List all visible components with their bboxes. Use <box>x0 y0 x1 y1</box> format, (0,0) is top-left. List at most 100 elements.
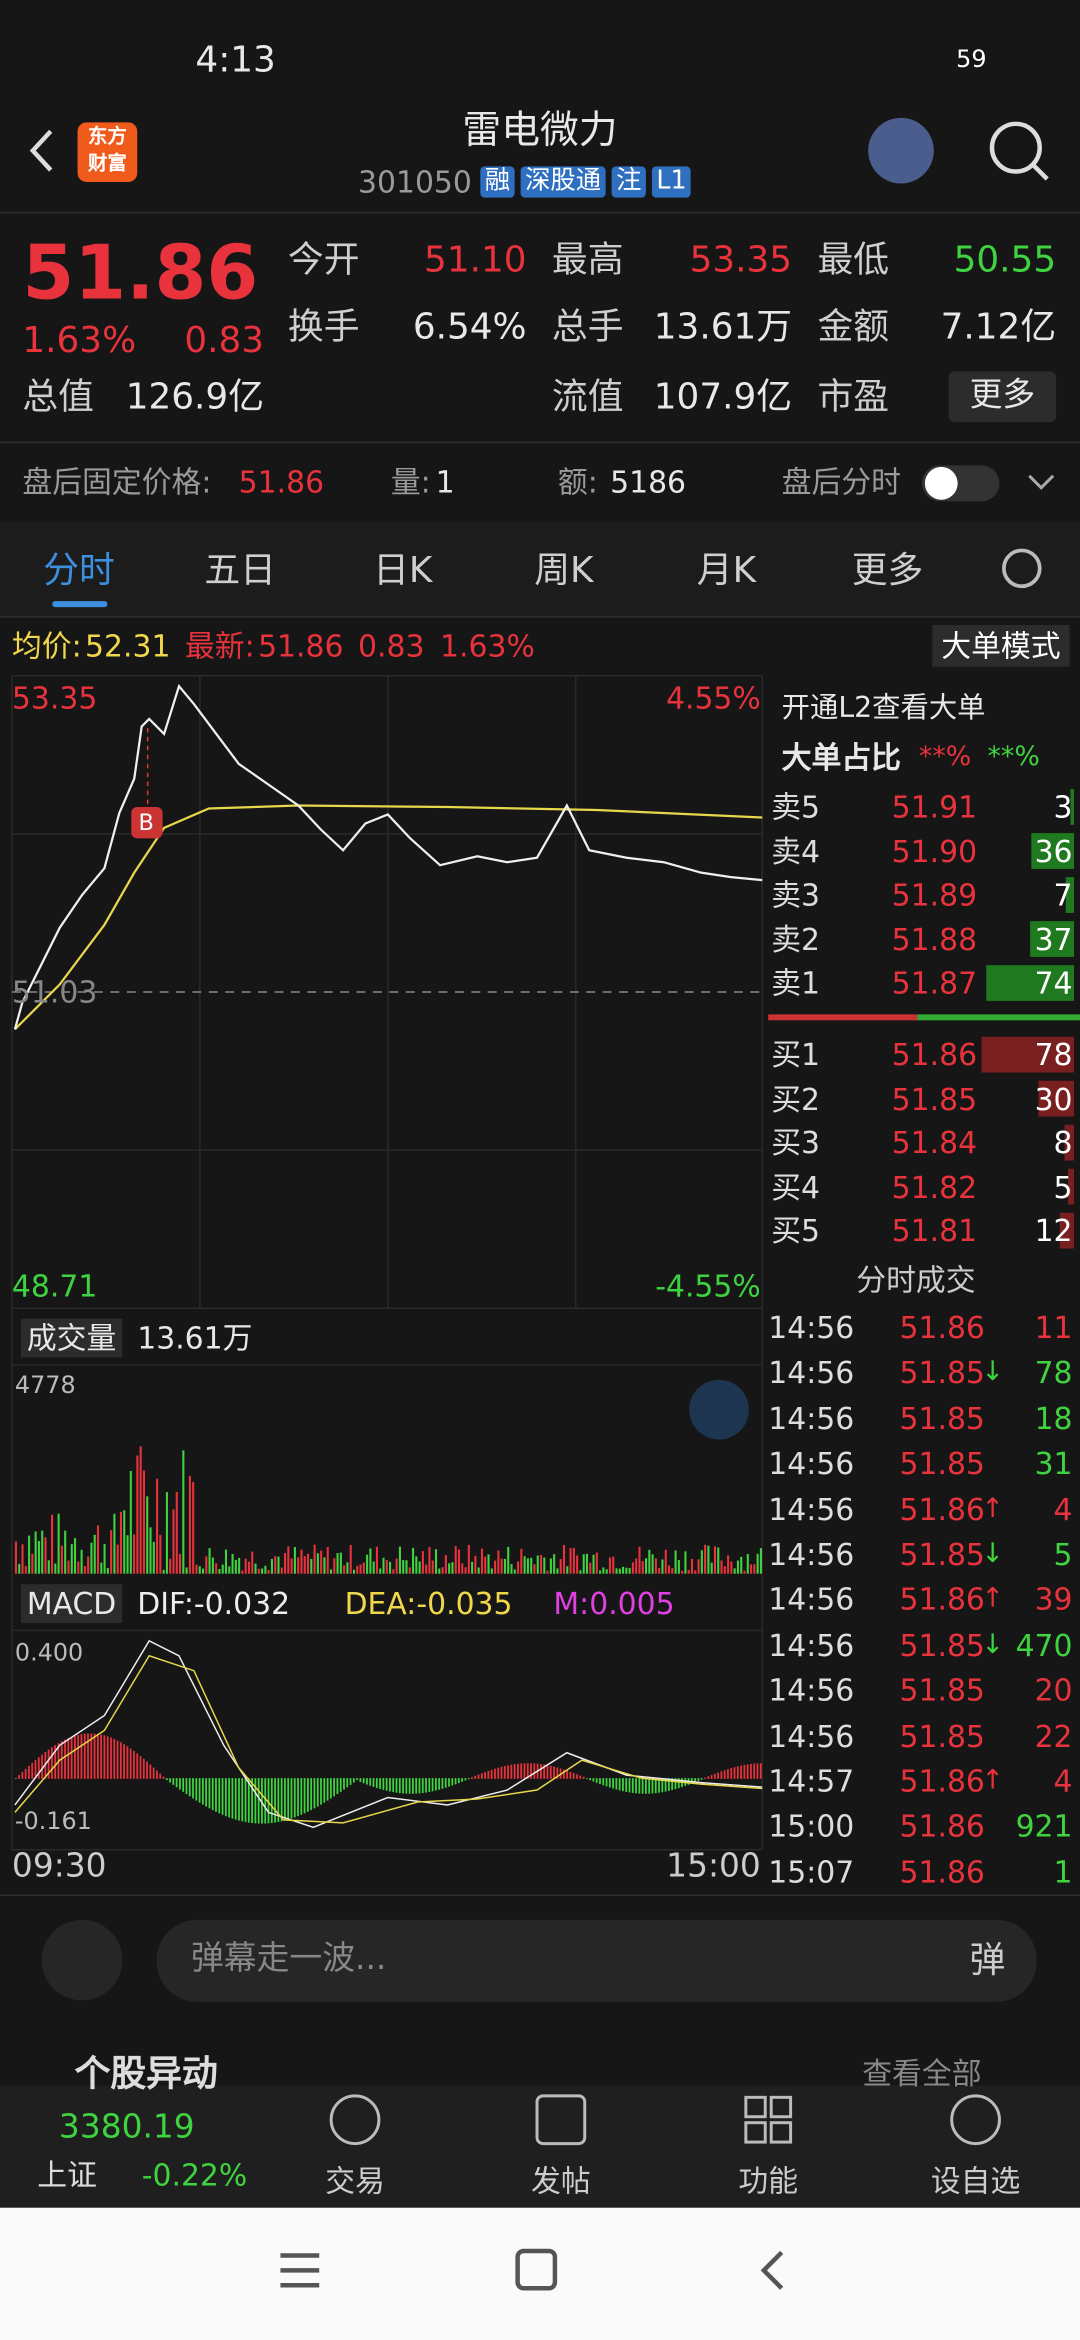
toggle[interactable] <box>924 466 958 500</box>
macd-bar-decor <box>507 1765 509 1779</box>
macd-bar-decor <box>664 1778 667 1792</box>
nav-item[interactable]: 发帖 <box>531 2162 591 2199</box>
volume-bar-decor <box>234 1559 237 1574</box>
book-price: 51.86 <box>891 1036 978 1073</box>
index-value[interactable]: 3380.19 <box>58 2109 195 2147</box>
volume-bar-decor <box>385 1559 388 1574</box>
macd-bar-decor <box>628 1778 631 1793</box>
volume-bar-decor <box>602 1567 605 1574</box>
macd-bar-decor <box>277 1778 280 1823</box>
macd-bar-decor <box>425 1778 427 1793</box>
macd-bar-decor <box>454 1778 457 1785</box>
volume-bar-decor <box>395 1558 398 1574</box>
macd-bar-decor <box>323 1778 326 1803</box>
battery: 59 <box>956 44 987 74</box>
volume-bar-decor <box>690 1558 694 1574</box>
volume-bar-decor <box>530 1557 533 1574</box>
book-volume: 78 <box>1034 1036 1073 1073</box>
comment-input[interactable] <box>156 1919 1037 2002</box>
more-button[interactable]: 更多 <box>948 371 1057 423</box>
volume-bar-decor <box>303 1556 306 1574</box>
macd-bar-decor <box>179 1778 181 1790</box>
volume-total: 13.61万 <box>137 1320 253 1356</box>
volume-bar-decor <box>320 1550 323 1574</box>
tag: 深股通 <box>520 166 606 198</box>
macd-bar-decor <box>149 1764 152 1779</box>
volume-bar-decor <box>405 1560 408 1574</box>
depth-bar <box>986 965 1075 1001</box>
settings-icon[interactable] <box>1002 548 1042 589</box>
stat-label: 最高 <box>551 238 624 281</box>
macd-bar-decor <box>438 1778 441 1790</box>
depth-bar <box>1059 1212 1075 1249</box>
volume-bar-decor <box>730 1561 733 1574</box>
macd-bar-decor <box>477 1774 480 1779</box>
book-price: 51.89 <box>891 877 978 913</box>
volume-bar-decor <box>110 1530 113 1574</box>
nav-item[interactable]: 功能 <box>738 2162 799 2199</box>
nav-item[interactable]: 交易 <box>325 2162 385 2199</box>
danmaku-toggle[interactable] <box>41 1919 123 2001</box>
volume-bar-decor <box>205 1556 208 1574</box>
macd-bar-decor <box>674 1778 677 1790</box>
macd-bar-decor <box>494 1768 496 1779</box>
label[interactable]: 盘后分时 <box>781 463 901 500</box>
macd-bar-decor <box>395 1778 398 1793</box>
macd-label[interactable]: MACD <box>20 1584 123 1623</box>
expand-button[interactable] <box>689 1379 749 1440</box>
volume-bar-decor <box>83 1566 86 1574</box>
volume-bar-decor <box>425 1564 428 1574</box>
volume-bar-decor <box>733 1568 736 1574</box>
section-link[interactable]: 查看全部 <box>862 2055 982 2092</box>
stat-label: 流值 <box>551 375 624 418</box>
stat-label: 换手 <box>287 305 360 348</box>
macd-bar-decor <box>126 1746 129 1779</box>
back-icon[interactable] <box>29 129 53 172</box>
volume-bar-decor <box>599 1570 602 1574</box>
nav-item[interactable]: 设自选 <box>930 2162 1021 2199</box>
macd-bar-decor <box>234 1778 237 1820</box>
danmaku-button[interactable]: 弹 <box>969 1939 1006 1981</box>
volume-bar-decor <box>356 1565 359 1574</box>
tab[interactable]: 日K <box>373 548 433 591</box>
tab[interactable]: 分时 <box>43 548 115 591</box>
macd-bar-decor <box>369 1778 372 1786</box>
avatar[interactable] <box>868 117 934 184</box>
volume-label[interactable]: 成交量 <box>20 1318 123 1358</box>
volume-bar-decor <box>60 1545 63 1574</box>
volume-bar-decor <box>474 1555 477 1574</box>
search-icon[interactable] <box>989 121 1042 174</box>
volume-bar-decor <box>553 1554 556 1574</box>
book-label: 卖4 <box>771 833 821 869</box>
macd-bar-decor <box>553 1766 555 1779</box>
macd-bar-decor <box>83 1733 86 1779</box>
macd-bar-decor <box>428 1778 431 1792</box>
volume-bar-decor <box>677 1560 680 1574</box>
trade-price: 51.85 <box>899 1717 985 1754</box>
volume-bar-decor <box>612 1556 615 1574</box>
mode-button[interactable]: 大单模式 <box>932 625 1070 667</box>
l2-link[interactable]: 开通L2查看大单 <box>781 691 986 725</box>
macd-bar-decor <box>280 1778 283 1822</box>
macd-bar-decor <box>612 1778 614 1789</box>
volume-bar-decor <box>664 1549 667 1574</box>
volume-bar-decor <box>559 1559 562 1574</box>
macd-bar-decor <box>106 1736 109 1779</box>
macd-bar-decor <box>274 1778 276 1823</box>
tab[interactable]: 周K <box>534 548 594 591</box>
macd-bar-decor <box>576 1774 578 1779</box>
tab[interactable]: 五日 <box>204 548 276 591</box>
volume-bar-decor <box>759 1548 762 1574</box>
tab[interactable]: 月K <box>696 548 757 591</box>
comment-placeholder[interactable]: 弹幕走一波... <box>190 1940 387 1978</box>
depth-bar <box>1064 1124 1075 1161</box>
volume-bar-decor <box>490 1568 493 1574</box>
macd-bar-decor <box>80 1734 83 1779</box>
ratio-label: 大单占比 <box>781 739 901 776</box>
macd-bar-decor <box>622 1778 624 1792</box>
trade-volume: 31 <box>1034 1445 1073 1482</box>
label: 额: <box>557 463 598 500</box>
volume-bar-decor <box>457 1549 461 1574</box>
tab[interactable]: 更多 <box>851 548 924 591</box>
macd-bar-decor <box>185 1778 188 1795</box>
